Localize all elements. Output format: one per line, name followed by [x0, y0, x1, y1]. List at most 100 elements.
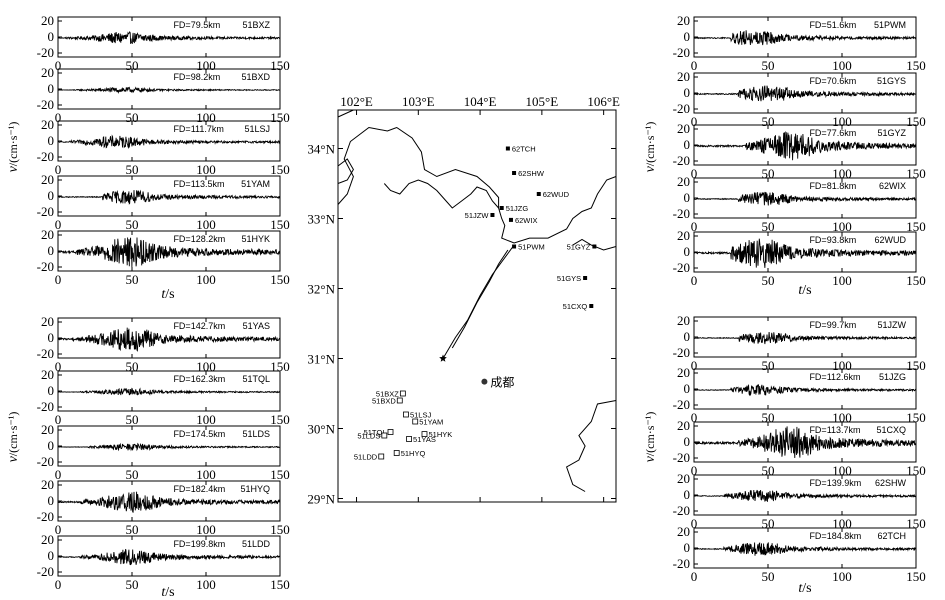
station-name-label: 51GYS	[557, 274, 581, 283]
x-tick-label: 50	[762, 410, 775, 425]
x-tick-label: 150	[270, 359, 290, 374]
station-marker-open	[396, 397, 403, 404]
x-tick-label: 100	[832, 166, 852, 181]
station-marker-open	[381, 432, 388, 439]
y-tick-label: -20	[673, 503, 690, 518]
x-tick-label: 50	[126, 162, 139, 177]
x-tick-label: 0	[691, 273, 698, 288]
x-tick-label: 50	[126, 412, 139, 427]
station-label: 62WIX	[879, 181, 906, 191]
distance-label: FD=184.8km	[809, 531, 861, 541]
lat-tick-label: 29°N	[307, 492, 335, 507]
station-label: 51BXD	[241, 72, 270, 82]
lat-tick-label: 32°N	[307, 282, 335, 297]
station-marker-open	[421, 431, 428, 438]
x-tick-label: 0	[691, 516, 698, 531]
station-marker-filled	[508, 217, 513, 222]
distance-label: FD=99.7km	[809, 320, 856, 330]
station-label: 51GYS	[877, 76, 906, 86]
station-name-label: 51JZW	[465, 211, 490, 220]
x-axis-label: t/s	[798, 581, 811, 596]
station-name-label: 51JZG	[506, 204, 529, 213]
x-tick-label: 50	[762, 463, 775, 478]
station-marker-open	[399, 390, 406, 397]
x-tick-label: 100	[832, 58, 852, 73]
x-axis-label: t/s	[161, 287, 174, 302]
distance-label: FD=128.2km	[173, 234, 225, 244]
station-name-label: 51GYZ	[567, 243, 591, 252]
waveform-trace	[58, 387, 281, 396]
x-tick-label: 0	[55, 467, 62, 482]
station-name-label: 51LDS	[357, 432, 380, 441]
x-tick-label: 0	[691, 569, 698, 584]
lat-tick-label: 30°N	[307, 422, 335, 437]
y-tick-label: -20	[37, 509, 54, 524]
y-tick-label: 0	[684, 137, 691, 152]
y-tick-label: -20	[37, 454, 54, 469]
distance-label: FD=182.4km	[173, 484, 225, 494]
x-tick-label: 100	[196, 412, 216, 427]
y-tick-label: 0	[684, 434, 691, 449]
station-marker-open	[406, 436, 412, 442]
y-tick-label: -20	[673, 556, 690, 571]
y-tick-label: 0	[684, 381, 691, 396]
station-name-label: 51CXQ	[563, 302, 588, 311]
y-tick-label: 0	[48, 493, 55, 508]
waveform-trace	[57, 189, 281, 205]
y-tick-label: 20	[677, 228, 690, 243]
distance-label: FD=199.8km	[173, 539, 225, 549]
y-tick-label: 20	[41, 172, 54, 187]
x-tick-label: 0	[691, 463, 698, 478]
x-tick-label: 150	[906, 463, 926, 478]
station-marker-open	[412, 418, 419, 425]
y-tick-label: 20	[41, 532, 54, 547]
y-tick-label: -20	[37, 149, 54, 164]
distance-label: FD=77.6km	[809, 128, 856, 138]
x-tick-label: 150	[906, 273, 926, 288]
station-label: 51HYQ	[240, 484, 270, 494]
y-tick-label: 20	[41, 13, 54, 28]
y-tick-label: -20	[673, 101, 690, 116]
y-tick-label: -20	[37, 259, 54, 274]
distance-label: FD=139.9km	[809, 478, 861, 488]
y-tick-label: 0	[684, 487, 691, 502]
y-tick-label: 20	[677, 524, 690, 539]
station-name-label: 62WIX	[515, 216, 538, 225]
x-tick-label: 150	[906, 516, 926, 531]
station-label: 62SHW	[875, 478, 907, 488]
x-tick-label: 100	[196, 359, 216, 374]
station-map: 102°E 103°E 104°E 105°E 106°E 34°N 33°N 32°N 31°…	[307, 94, 620, 507]
station-marker-open	[387, 429, 394, 435]
waveform-trace	[57, 327, 281, 352]
x-tick-label: 150	[906, 58, 926, 73]
y-tick-label: 0	[48, 383, 55, 398]
distance-label: FD=111.7km	[173, 124, 223, 134]
waveform-trace	[57, 548, 281, 566]
x-tick-label: 150	[270, 467, 290, 482]
y-tick-label: 20	[41, 227, 54, 242]
y-tick-label: 0	[48, 188, 55, 203]
y-tick-label: -20	[673, 153, 690, 168]
station-label: 51GYZ	[877, 128, 906, 138]
waveform-trace	[57, 86, 281, 95]
y-tick-label: -20	[673, 345, 690, 360]
city-label: 成都	[490, 376, 514, 390]
x-tick-label: 150	[270, 522, 290, 537]
distance-label: FD=113.5km	[173, 179, 224, 189]
y-tick-label: 20	[677, 313, 690, 328]
station-name-label: 51TQL	[364, 428, 387, 437]
x-tick-label: 150	[270, 412, 290, 427]
x-tick-label: 100	[196, 162, 216, 177]
station-name-label: 51BXZ	[376, 390, 399, 399]
station-marker-open	[393, 450, 400, 456]
y-tick-label: 0	[48, 133, 55, 148]
